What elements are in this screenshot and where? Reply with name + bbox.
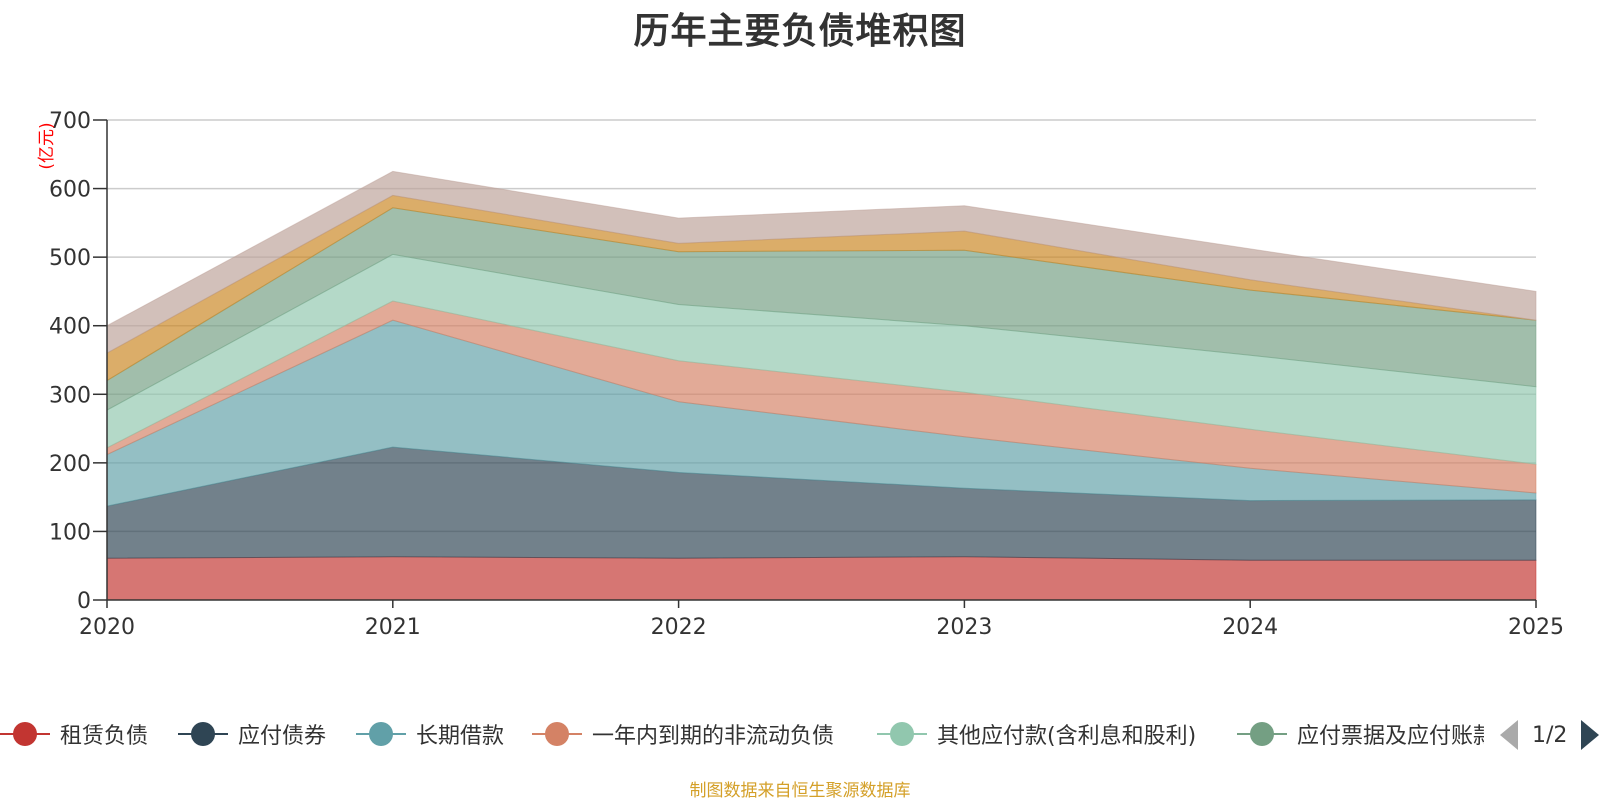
legend-item[interactable]: 应付债券 xyxy=(178,712,326,756)
x-tick-label: 2024 xyxy=(1222,615,1278,640)
chart-plot: 0 100 200 300 400 500 600 700 2020 2021 2022 2023 20… xyxy=(37,109,1564,640)
legend-marker-icon xyxy=(532,721,582,747)
source-note: 制图数据来自恒生聚源数据库 xyxy=(689,781,911,801)
x-tick-label: 2021 xyxy=(365,615,421,640)
legend-item[interactable]: 其他应付款(含利息和股利) xyxy=(877,712,1196,756)
legend-item-label: 应付债券 xyxy=(238,724,327,749)
legend-item[interactable]: 长期借款 xyxy=(356,712,504,756)
legend-marker-icon xyxy=(877,721,927,747)
legend-marker-icon xyxy=(356,721,406,747)
y-tick-label: 300 xyxy=(49,383,91,408)
legend-item-label: 其他应付款(含利息和股利) xyxy=(937,724,1197,749)
legend-pager: 1/2 xyxy=(1500,718,1600,752)
y-tick-label: 500 xyxy=(49,246,91,271)
area-series xyxy=(106,170,1537,601)
x-tick-label: 2025 xyxy=(1508,615,1564,640)
legend-item-label: 应付票据及应付账款 xyxy=(1297,724,1484,749)
x-tick-label: 2020 xyxy=(79,615,135,640)
chart-title: 历年主要负债堆积图 xyxy=(633,11,967,52)
legend-marker-icon xyxy=(0,721,50,747)
y-tick-label: 0 xyxy=(77,589,91,614)
x-tick-label: 2022 xyxy=(651,615,707,640)
legend-marker-icon xyxy=(178,721,228,747)
legend-item-label: 租赁负债 xyxy=(60,724,149,749)
legend-item[interactable]: 应付票据及应付账款 xyxy=(1237,712,1484,756)
legend-prev-page-button[interactable] xyxy=(1500,720,1518,750)
y-tick-label: 700 xyxy=(49,109,91,134)
y-tick-label: 200 xyxy=(49,452,91,477)
y-tick-label: 100 xyxy=(49,520,91,545)
legend-page-indicator: 1/2 xyxy=(1532,722,1568,748)
legend-item-label: 一年内到期的非流动负债 xyxy=(592,724,835,749)
legend-marker-icon xyxy=(1237,721,1287,747)
y-tick-label: 400 xyxy=(49,315,91,340)
legend-item-label: 长期借款 xyxy=(416,724,505,749)
y-tick-label: 600 xyxy=(49,178,91,203)
axes: 0 100 200 300 400 500 600 700 2020 2021 2022 2023 20… xyxy=(49,109,1564,640)
area-series-7[interactable] xyxy=(106,170,1537,354)
x-tick-label: 2023 xyxy=(936,615,992,640)
y-axis-unit-label: (亿元) xyxy=(37,122,57,169)
legend-item[interactable]: 租赁负债 xyxy=(0,712,148,756)
area-series-0[interactable] xyxy=(106,556,1537,601)
legend-item[interactable]: 一年内到期的非流动负债 xyxy=(532,712,834,756)
legend-next-page-button[interactable] xyxy=(1581,720,1600,750)
legend-items-clip: 租赁负债 应付债券 长期借款 一年内到期的非流动负债 其他应付款(含利息和股利) 应付票据… xyxy=(0,712,1484,756)
legend: 租赁负债 应付债券 长期借款 一年内到期的非流动负债 其他应付款(含利息和股利) 应付票据… xyxy=(0,712,1600,756)
